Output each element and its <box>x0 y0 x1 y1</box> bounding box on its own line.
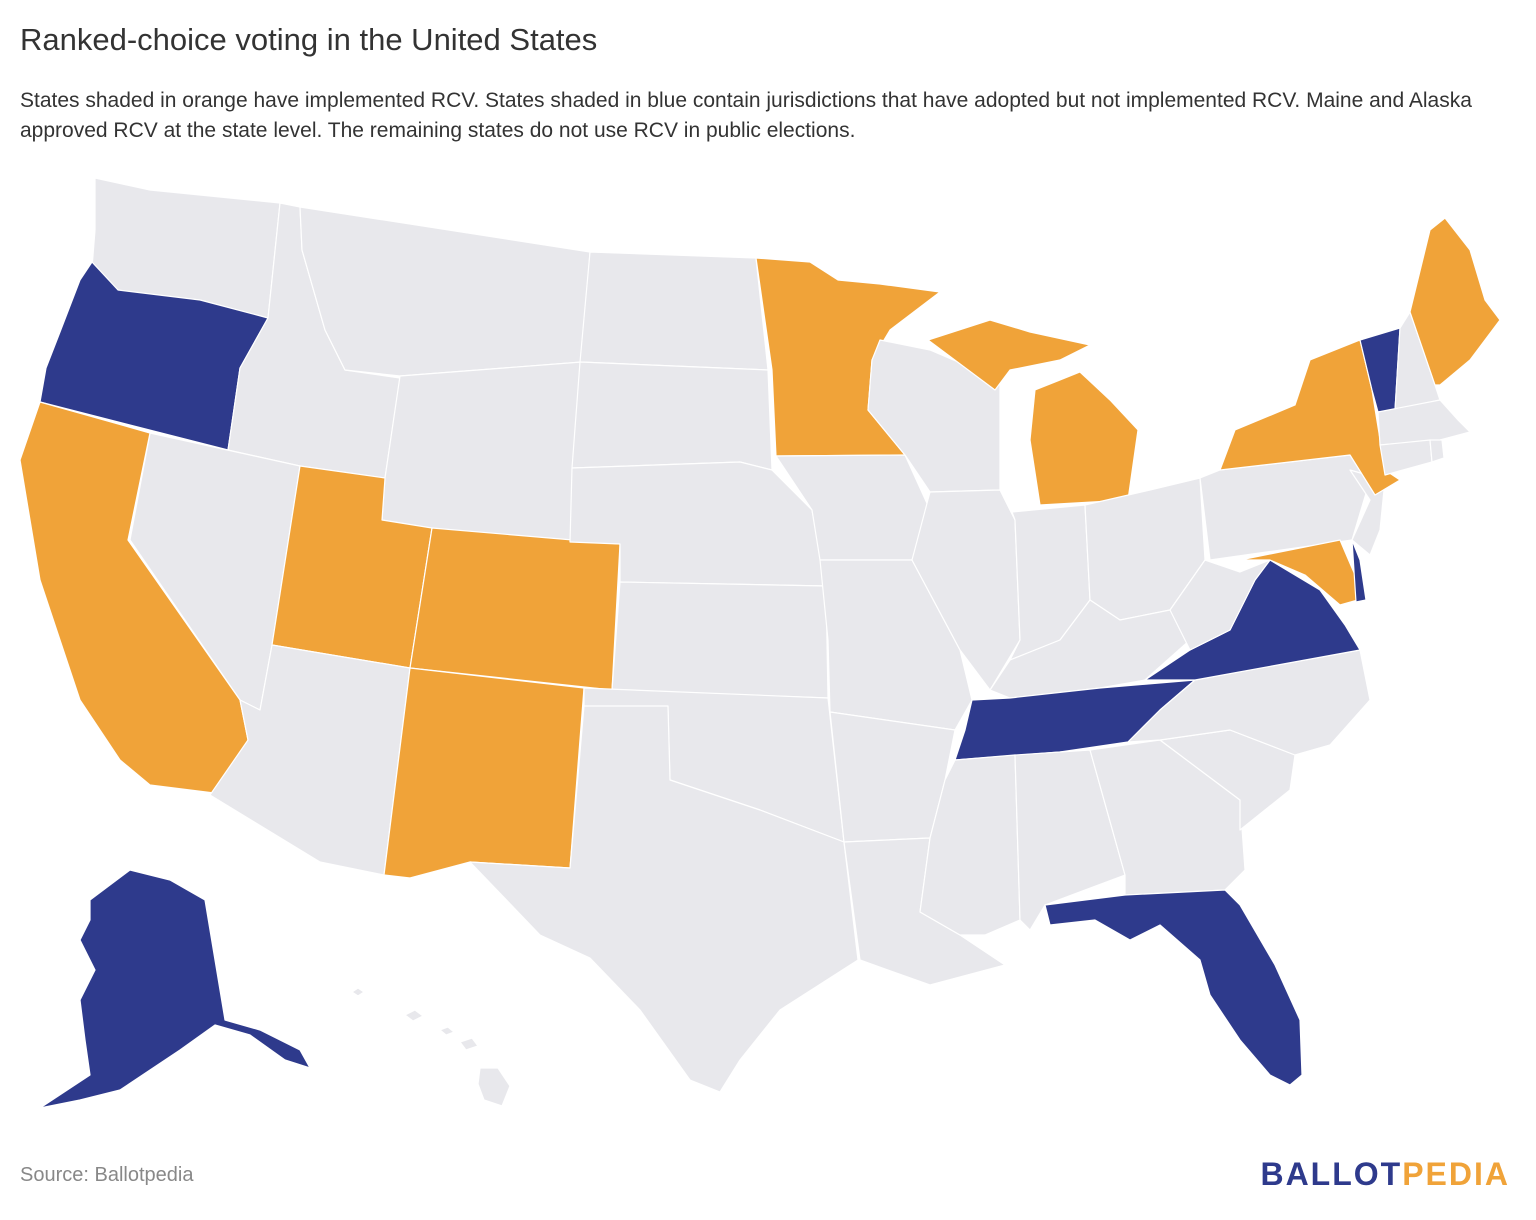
map-title: Ranked-choice voting in the United State… <box>20 22 598 57</box>
state-pennsylvania[interactable] <box>1199 454 1371 561</box>
state-montana[interactable] <box>299 206 591 377</box>
state-north-dakota[interactable] <box>579 251 769 371</box>
state-illinois[interactable] <box>911 489 1021 691</box>
state-south-dakota[interactable] <box>571 361 773 471</box>
state-north-carolina[interactable] <box>1127 649 1371 756</box>
state-new-mexico[interactable] <box>383 667 585 879</box>
state-maryland[interactable] <box>1239 539 1366 606</box>
us-map <box>19 177 1501 1109</box>
state-rhode-island[interactable] <box>1429 439 1445 463</box>
state-maine[interactable] <box>1409 217 1501 386</box>
state-kansas[interactable] <box>611 581 829 699</box>
state-florida[interactable] <box>1044 889 1303 1086</box>
state-michigan-upper[interactable] <box>927 319 1091 391</box>
state-hawaii[interactable] <box>351 987 511 1107</box>
state-new-hampshire[interactable] <box>1394 311 1441 411</box>
logo-part-pedia: PEDIA <box>1402 1156 1510 1192</box>
state-delaware[interactable] <box>1351 539 1367 603</box>
state-wyoming[interactable] <box>381 361 583 549</box>
state-colorado[interactable] <box>409 527 621 691</box>
state-california[interactable] <box>19 401 249 796</box>
logo-part-ballot: BALLOT <box>1260 1156 1403 1192</box>
ballotpedia-logo: BALLOTPEDIA <box>1260 1156 1510 1193</box>
state-texas[interactable] <box>469 705 859 1093</box>
state-michigan-lower[interactable] <box>1029 371 1139 506</box>
map-subtitle: States shaded in orange have implemented… <box>20 89 1472 142</box>
state-west-virginia[interactable] <box>1169 559 1271 651</box>
source-note: Source: Ballotpedia <box>20 1164 194 1186</box>
state-alaska[interactable] <box>39 869 311 1109</box>
state-connecticut[interactable] <box>1379 439 1433 476</box>
